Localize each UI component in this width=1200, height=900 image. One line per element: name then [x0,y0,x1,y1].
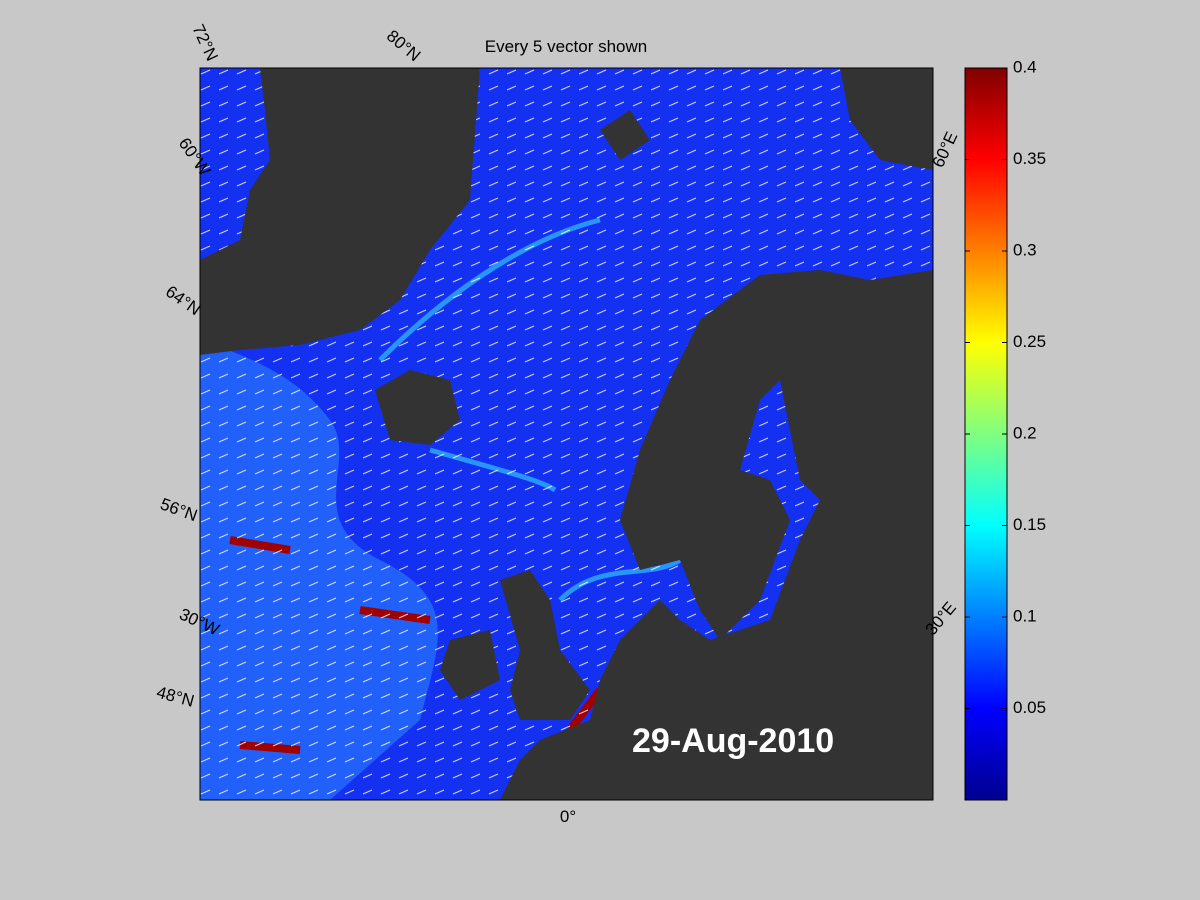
colorbar-tick-label: 0.25 [1013,332,1046,351]
colorbar-tick-label: 0.35 [1013,149,1046,168]
land [500,570,590,720]
graticule-label: 0° [560,807,576,826]
land [200,68,480,355]
colorbar [964,67,1008,801]
title: Every 5 vector shown [485,37,648,56]
colorbar-tick-label: 0.15 [1013,515,1046,534]
date-label: 29-Aug-2010 [632,722,834,760]
map [200,68,933,800]
land [500,270,933,800]
colorbar-tick-label: 0.3 [1013,240,1037,259]
colorbar-tick-label: 0.05 [1013,698,1046,717]
land [440,630,500,700]
land [840,68,933,170]
land [375,370,460,445]
colorbar-tick-label: 0.1 [1013,606,1037,625]
map-frame [199,67,934,801]
colorbar-tick-label: 0.2 [1013,423,1037,442]
colorbar-tick-label: 0.4 [1013,57,1037,76]
land [600,110,650,160]
